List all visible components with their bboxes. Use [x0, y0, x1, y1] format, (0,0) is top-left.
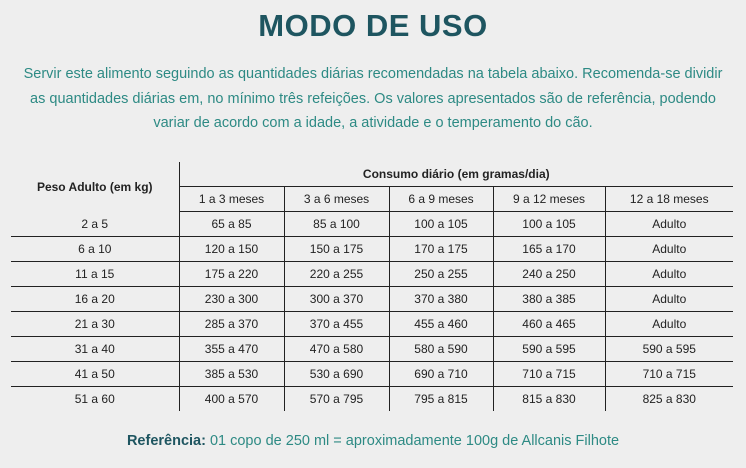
- consumption-cell: 795 a 815: [389, 386, 494, 411]
- table-row: 21 a 30 285 a 370 370 a 455 455 a 460 460 a …: [11, 311, 734, 337]
- consumption-cell: 380 a 385: [493, 286, 606, 312]
- consumption-cell: 570 a 795: [284, 386, 390, 411]
- consumption-cell: 710 a 715: [493, 361, 606, 387]
- consumption-cell: 400 a 570: [179, 386, 285, 411]
- consumption-cell: 355 a 470: [179, 336, 285, 362]
- table-row: 2 a 5 65 a 85 85 a 100 100 a 105 100 a 105 Ad…: [11, 211, 734, 237]
- weight-cell: 51 a 60: [11, 386, 180, 411]
- age-column-header: 3 a 6 meses: [284, 186, 390, 212]
- consumption-cell: 85 a 100: [284, 211, 390, 237]
- consumption-cell: Adulto: [605, 286, 734, 312]
- consumption-cell: 590 a 595: [493, 336, 606, 362]
- consumption-cell: 230 a 300: [179, 286, 285, 312]
- consumption-cell: 370 a 455: [284, 311, 390, 337]
- consumption-cell: 300 a 370: [284, 286, 390, 312]
- consumption-cell: 165 a 170: [493, 236, 606, 262]
- feeding-table: Peso Adulto (em kg) Consumo diário (em g…: [11, 162, 734, 411]
- consumption-cell: Adulto: [605, 311, 734, 337]
- age-column-header: 1 a 3 meses: [179, 186, 285, 212]
- consumption-cell: 285 a 370: [179, 311, 285, 337]
- consumption-cell: 250 a 255: [389, 261, 494, 287]
- consumption-cell: 825 a 830: [642, 392, 696, 406]
- consumption-cell: 470 a 580: [284, 336, 390, 362]
- intro-line: Servir este alimento seguindo as quantid…: [23, 66, 723, 82]
- consumption-cell: Adulto: [605, 261, 734, 287]
- age-column-header: 9 a 12 meses: [493, 186, 606, 212]
- consumption-cell: 220 a 255: [284, 261, 390, 287]
- consumption-cell: Adulto: [605, 211, 734, 237]
- consumption-cell: 170 a 175: [389, 236, 494, 262]
- table-row: 16 a 20 230 a 300 300 a 370 370 a 380 380 a …: [11, 286, 734, 312]
- weight-cell: 11 a 15: [11, 261, 180, 287]
- age-column-header: 12 a 18 meses: [605, 186, 734, 212]
- page-title: MODO DE USO: [258, 8, 488, 43]
- weight-header: Peso Adulto (em kg): [11, 162, 180, 212]
- consumption-cell: 150 a 175: [284, 236, 390, 262]
- consumption-cell: 455 a 460: [389, 311, 494, 337]
- consumption-cell: 815 a 830: [493, 386, 606, 411]
- table-row: 51 a 60 400 a 570 570 a 795 795 a 815 815 a …: [11, 386, 733, 411]
- intro-paragraph: Servir este alimento seguindo as quantid…: [14, 62, 732, 136]
- consumption-cell: 385 a 530: [179, 361, 285, 387]
- consumption-cell: 65 a 85: [179, 211, 285, 237]
- age-column-header: 6 a 9 meses: [389, 186, 494, 212]
- weight-cell: 31 a 40: [11, 336, 180, 362]
- consumption-cell: 690 a 710: [389, 361, 494, 387]
- consumption-cell: 530 a 690: [284, 361, 390, 387]
- intro-line: variar de acordo com a idade, a atividad…: [153, 115, 593, 131]
- intro-line: as quantidades diárias em, no mínimo trê…: [30, 90, 716, 107]
- weight-cell: 6 a 10: [11, 236, 180, 262]
- table-row: 6 a 10 120 a 150 150 a 175 170 a 175 165 a 1…: [11, 236, 734, 262]
- weight-cell: 16 a 20: [11, 286, 180, 312]
- weight-cell: 21 a 30: [11, 311, 180, 337]
- weight-cell: 41 a 50: [11, 361, 180, 387]
- consumption-cell: 370 a 380: [389, 286, 494, 312]
- consumption-header: Consumo diário (em gramas/dia): [362, 167, 550, 181]
- reference-text: 01 copo de 250 ml = aproximadamente 100g…: [205, 433, 620, 449]
- reference-note: Referência: 01 copo de 250 ml = aproxima…: [0, 433, 746, 449]
- consumption-cell: Adulto: [605, 236, 734, 262]
- consumption-cell: 710 a 715: [605, 361, 734, 387]
- consumption-cell: 100 a 105: [389, 211, 494, 237]
- consumption-cell: 100 a 105: [493, 211, 606, 237]
- reference-label: Referência:: [126, 433, 206, 449]
- consumption-cell: 240 a 250: [493, 261, 606, 287]
- consumption-cell: 175 a 220: [179, 261, 285, 287]
- weight-cell: 2 a 5: [11, 211, 180, 237]
- consumption-cell: 120 a 150: [179, 236, 285, 262]
- consumption-cell: 580 a 590: [389, 336, 494, 362]
- table-row: 41 a 50 385 a 530 530 a 690 690 a 710 710 a …: [11, 361, 734, 387]
- table-row: 31 a 40 355 a 470 470 a 580 580 a 590 590 a …: [11, 336, 734, 362]
- consumption-cell: 590 a 595: [605, 336, 734, 362]
- consumption-cell: 460 a 465: [493, 311, 606, 337]
- table-row: 11 a 15 175 a 220 220 a 255 250 a 255 240 a …: [11, 261, 734, 287]
